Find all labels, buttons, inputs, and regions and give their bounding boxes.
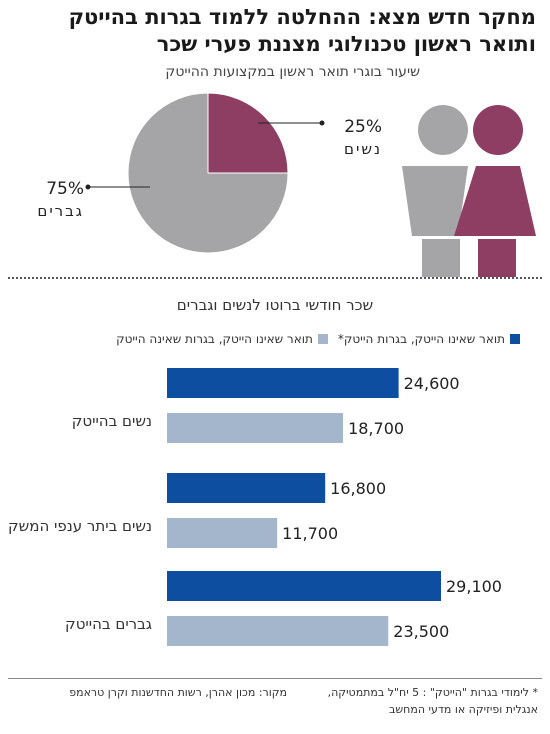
bar-value-label: 18,700 bbox=[348, 419, 404, 438]
footer-rule bbox=[8, 678, 542, 679]
bar-value-label: 11,700 bbox=[282, 524, 338, 543]
legend-swatch-blue bbox=[510, 334, 520, 344]
pie-category-men: גברים bbox=[37, 202, 84, 220]
footnote: * לימודי בגרות "הייטק" : 5 יח"ל במתמטיקה… bbox=[298, 684, 538, 718]
bar-value-label: 23,500 bbox=[393, 622, 449, 641]
footnote-line-1: * לימודי בגרות "הייטק" : 5 יח"ל במתמטיקה… bbox=[327, 686, 538, 699]
bar-1-series-1 bbox=[167, 518, 278, 548]
pie-value-men: 75% bbox=[46, 179, 84, 199]
category-label: גברים בהייטק bbox=[65, 615, 152, 633]
legend-item-non-hitech-matric: תואר שאינו הייטק, בגרות שאינה הייטק bbox=[116, 332, 328, 346]
bar-chart: 24,600 18,700 נשים בהייטק 16,800 11,700 נשים … bbox=[8, 368, 502, 646]
bar-2-series-1 bbox=[167, 616, 389, 646]
bar-value-label: 16,800 bbox=[330, 479, 386, 498]
legend-item-hitech-matric: תואר שאינו הייטק, בגרות הייטק* bbox=[338, 332, 520, 346]
legend-swatch-light bbox=[317, 334, 328, 344]
bar-chart-title: שכר חודשי ברוטו לנשים וגברים bbox=[176, 296, 374, 314]
pie-label-women: 25% נשים bbox=[322, 116, 382, 160]
leader-dot-men bbox=[85, 184, 91, 190]
pie-slice-men bbox=[127, 92, 289, 254]
bar-value-label: 24,600 bbox=[404, 374, 460, 393]
bar-0-series-1 bbox=[167, 413, 344, 443]
bar-2-series-0 bbox=[167, 571, 441, 601]
source-credit: מקור: מכון אהרן, רשות החדשנות וקרן טראמפ bbox=[69, 686, 287, 699]
category-label: נשים ביתר ענפי המשק bbox=[8, 517, 152, 535]
pie-label-men: 75% גברים bbox=[14, 178, 84, 222]
pie-chart bbox=[85, 92, 325, 254]
bar-value-label: 29,100 bbox=[446, 577, 502, 596]
bar-1-series-0 bbox=[167, 473, 326, 503]
leader-dot-women bbox=[319, 120, 325, 126]
people-illustration bbox=[402, 105, 536, 277]
pie-category-women: נשים bbox=[344, 140, 382, 158]
pie-value-women: 25% bbox=[344, 117, 382, 137]
headline-line-2: ותואר ראשון טכנולוגי מצננת פערי שכר bbox=[156, 32, 536, 56]
category-label: נשים בהייטק bbox=[72, 412, 152, 430]
man-figure-icon bbox=[402, 105, 468, 277]
bar-chart-legend: תואר שאינו הייטק, בגרות הייטק* תואר שאינ… bbox=[116, 332, 520, 346]
headline-line-1: מחקר חדש מצא: ההחלטה ללמוד בגרות בהייטק bbox=[68, 5, 536, 29]
headline: מחקר חדש מצא: ההחלטה ללמוד בגרות בהייטק … bbox=[12, 4, 536, 58]
legend-label-non-hitech-matric: תואר שאינו הייטק, בגרות שאינה הייטק bbox=[116, 332, 313, 346]
pie-chart-title: שיעור בוגרי תואר ראשון במקצועות ההייטק bbox=[165, 64, 420, 80]
footnote-line-2: אנגלית ופיזיקה או מדעי המחשב bbox=[389, 703, 538, 716]
section-divider bbox=[8, 277, 542, 279]
pie-slice-women bbox=[207, 92, 289, 174]
bar-0-series-0 bbox=[167, 368, 399, 398]
legend-label-hitech-matric: תואר שאינו הייטק, בגרות הייטק* bbox=[337, 332, 505, 346]
woman-figure-icon bbox=[454, 105, 536, 277]
